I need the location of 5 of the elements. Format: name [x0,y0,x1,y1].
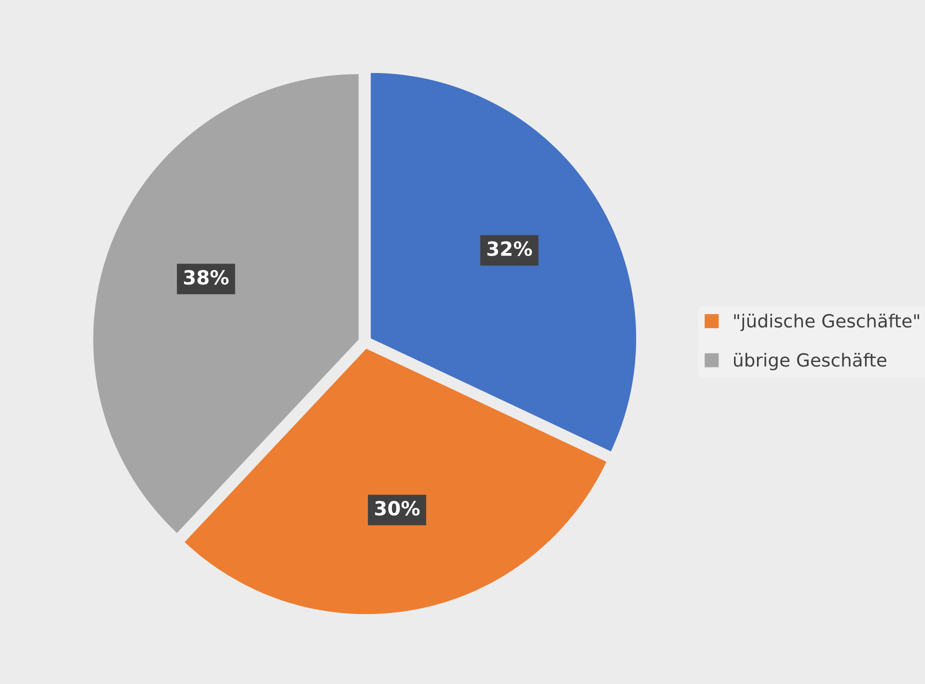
data-label: 38% [184,270,229,285]
data-label: 30% [375,500,420,516]
data-label: 32% [487,241,532,256]
legend-label: übrige Geschäfte [734,352,886,370]
legend-label: "jüdische Geschäfte" [734,314,920,332]
